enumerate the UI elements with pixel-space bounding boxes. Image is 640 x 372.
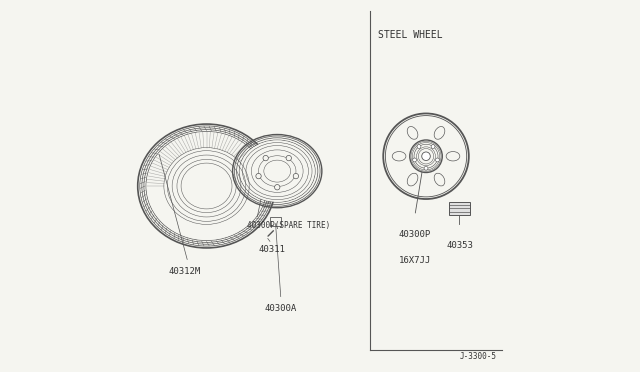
FancyBboxPatch shape: [449, 202, 470, 215]
Circle shape: [422, 152, 430, 161]
Text: STEEL WHEEL: STEEL WHEEL: [378, 30, 442, 40]
Ellipse shape: [434, 126, 445, 139]
Circle shape: [424, 166, 428, 170]
Circle shape: [410, 140, 442, 173]
Text: 16X7JJ: 16X7JJ: [399, 256, 431, 265]
Circle shape: [293, 173, 299, 179]
Text: 40311: 40311: [258, 245, 285, 254]
Text: J-3300-5: J-3300-5: [460, 352, 497, 361]
Text: 40353: 40353: [446, 241, 473, 250]
Ellipse shape: [240, 140, 315, 202]
Circle shape: [263, 155, 268, 161]
Ellipse shape: [434, 173, 445, 186]
Circle shape: [275, 185, 280, 190]
Circle shape: [435, 158, 439, 162]
Text: 40312M: 40312M: [168, 267, 200, 276]
Circle shape: [417, 145, 421, 148]
Circle shape: [286, 155, 291, 161]
Circle shape: [256, 173, 261, 179]
Ellipse shape: [147, 132, 266, 240]
Circle shape: [413, 158, 417, 162]
Text: 40300A: 40300A: [265, 304, 297, 313]
Ellipse shape: [392, 151, 406, 161]
Ellipse shape: [446, 151, 460, 161]
Ellipse shape: [407, 173, 418, 186]
Text: 40300P: 40300P: [399, 230, 431, 239]
Circle shape: [431, 145, 435, 148]
Bar: [270, 217, 281, 226]
Ellipse shape: [407, 126, 418, 139]
Text: 40300P(SPARE TIRE): 40300P(SPARE TIRE): [248, 221, 331, 230]
